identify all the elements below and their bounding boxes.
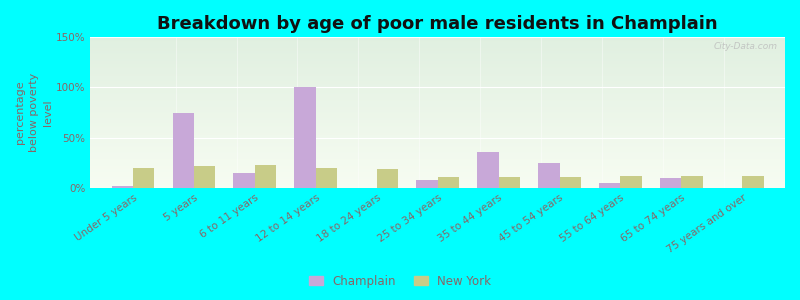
- Bar: [660, 178, 682, 188]
- Bar: [316, 168, 337, 188]
- Bar: [133, 168, 154, 188]
- Bar: [742, 176, 764, 188]
- Text: City-Data.com: City-Data.com: [714, 42, 778, 51]
- Bar: [234, 172, 255, 188]
- Bar: [173, 112, 194, 188]
- Bar: [682, 176, 702, 188]
- Bar: [294, 87, 316, 188]
- Title: Breakdown by age of poor male residents in Champlain: Breakdown by age of poor male residents …: [158, 15, 718, 33]
- Bar: [498, 177, 520, 188]
- Y-axis label: percentage
below poverty
level: percentage below poverty level: [15, 73, 53, 152]
- Bar: [559, 177, 581, 188]
- Bar: [621, 176, 642, 188]
- Bar: [255, 165, 276, 188]
- Legend: Champlain, New York: Champlain, New York: [306, 271, 494, 291]
- Bar: [438, 177, 459, 188]
- Bar: [478, 152, 498, 188]
- Bar: [538, 163, 559, 188]
- Bar: [377, 169, 398, 188]
- Bar: [194, 166, 215, 188]
- Bar: [416, 180, 438, 188]
- Bar: [111, 186, 133, 188]
- Bar: [599, 183, 621, 188]
